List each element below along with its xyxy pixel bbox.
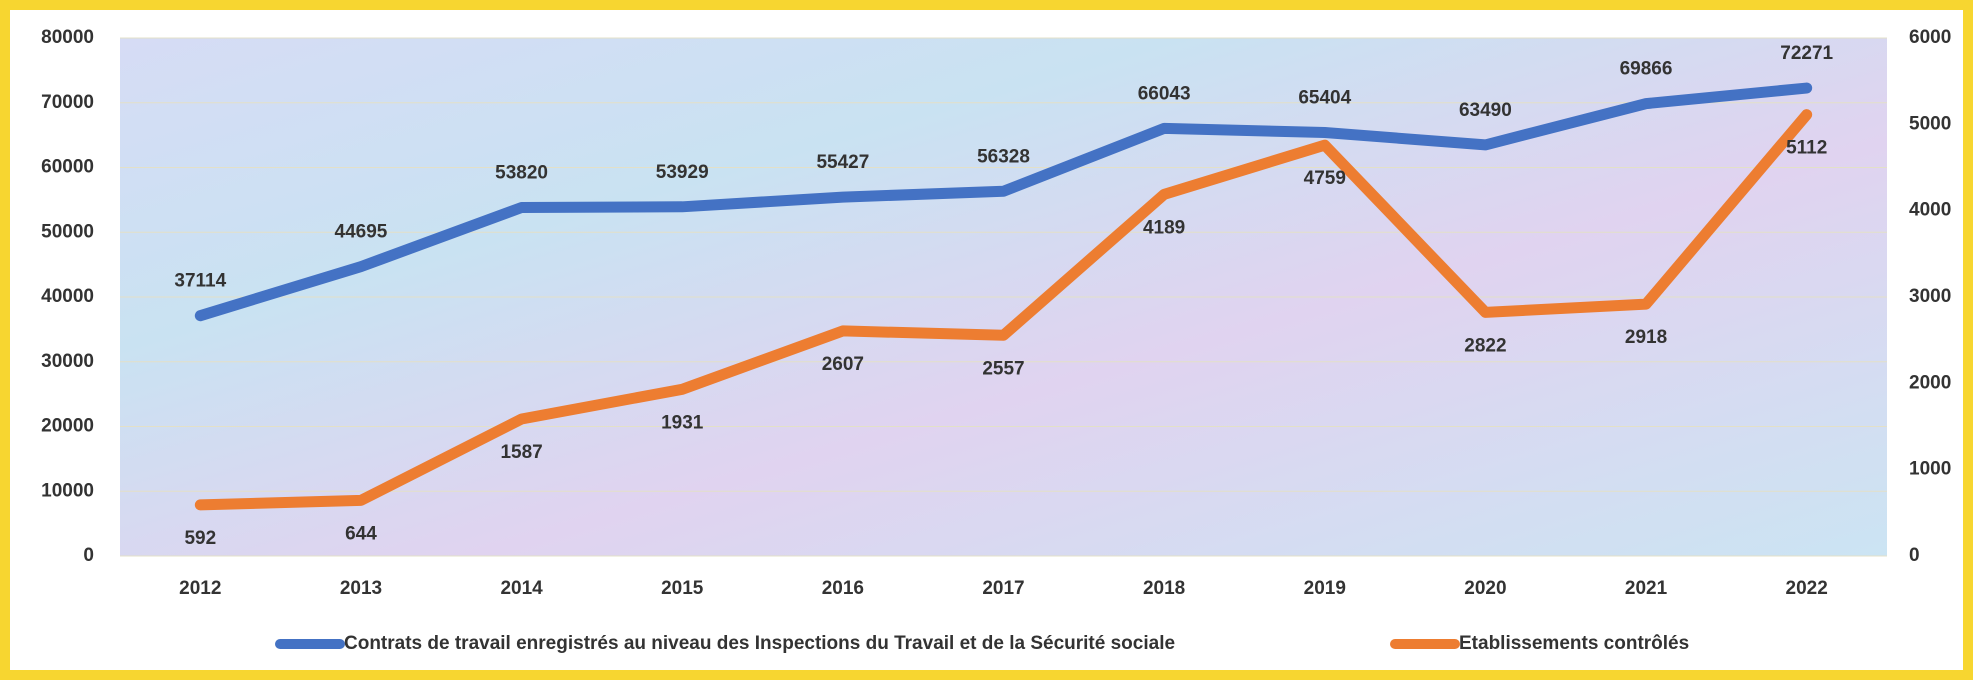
legend-label: Etablissements contrôlés bbox=[1459, 633, 1689, 654]
data-label: 644 bbox=[345, 523, 377, 544]
x-tick-label: 2018 bbox=[1143, 578, 1185, 599]
y2-tick-label: 3000 bbox=[1909, 286, 1951, 307]
data-label: 69866 bbox=[1620, 59, 1673, 80]
x-tick-label: 2020 bbox=[1464, 578, 1506, 599]
y-tick-label: 20000 bbox=[41, 416, 94, 437]
x-tick-label: 2013 bbox=[340, 578, 382, 599]
data-label: 66043 bbox=[1138, 83, 1191, 104]
data-label: 592 bbox=[184, 528, 216, 549]
data-label: 4189 bbox=[1143, 217, 1185, 238]
y-tick-label: 80000 bbox=[41, 27, 94, 48]
series-line bbox=[194, 82, 1813, 322]
data-label: 2557 bbox=[982, 358, 1024, 379]
data-label: 56328 bbox=[977, 146, 1030, 167]
y-tick-label: 60000 bbox=[41, 157, 94, 178]
x-tick-label: 2016 bbox=[822, 578, 864, 599]
y2-tick-label: 1000 bbox=[1909, 459, 1951, 480]
x-tick-label: 2021 bbox=[1625, 578, 1668, 599]
legend-label: Contrats de travail enregistrés au nivea… bbox=[344, 633, 1175, 654]
y2-tick-label: 0 bbox=[1909, 545, 1920, 566]
y-tick-label: 30000 bbox=[41, 351, 94, 372]
x-tick-label: 2017 bbox=[982, 578, 1024, 599]
y2-tick-label: 6000 bbox=[1909, 27, 1951, 48]
series-line bbox=[194, 109, 1813, 511]
data-label: 53820 bbox=[495, 163, 548, 184]
data-label: 37114 bbox=[174, 271, 226, 292]
data-label: 53929 bbox=[656, 162, 709, 183]
data-label: 2822 bbox=[1464, 335, 1506, 356]
legend-item: Etablissements contrôlés bbox=[1390, 633, 1689, 654]
legend-item: Contrats de travail enregistrés au nivea… bbox=[275, 633, 1175, 654]
data-label: 44695 bbox=[335, 222, 388, 243]
y-tick-label: 0 bbox=[83, 545, 94, 566]
data-label: 55427 bbox=[816, 152, 869, 173]
data-label: 2918 bbox=[1625, 327, 1667, 348]
data-label: 2607 bbox=[822, 354, 864, 375]
data-label: 1931 bbox=[661, 412, 704, 433]
x-tick-label: 2014 bbox=[500, 578, 543, 599]
y2-tick-label: 5000 bbox=[1909, 113, 1951, 134]
y-tick-label: 50000 bbox=[41, 221, 94, 242]
data-label: 5112 bbox=[1786, 138, 1827, 159]
y-tick-label: 40000 bbox=[41, 286, 94, 307]
data-label: 65404 bbox=[1298, 88, 1351, 109]
x-tick-label: 2019 bbox=[1304, 578, 1346, 599]
x-tick-label: 2015 bbox=[661, 578, 704, 599]
y2-tick-label: 2000 bbox=[1909, 372, 1951, 393]
x-tick-label: 2022 bbox=[1786, 578, 1828, 599]
x-tick-label: 2012 bbox=[179, 578, 221, 599]
data-label: 1587 bbox=[500, 442, 542, 463]
y-tick-label: 70000 bbox=[41, 92, 94, 113]
data-label: 72271 bbox=[1780, 43, 1833, 64]
data-label: 63490 bbox=[1459, 100, 1512, 121]
data-label: 4759 bbox=[1304, 168, 1346, 189]
y2-tick-label: 4000 bbox=[1909, 200, 1951, 221]
y-tick-label: 10000 bbox=[41, 480, 94, 501]
